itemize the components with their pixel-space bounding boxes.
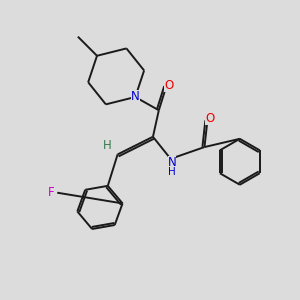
Text: N: N [168, 156, 176, 169]
Text: H: H [168, 167, 176, 177]
Text: N: N [131, 91, 140, 103]
Text: F: F [48, 186, 55, 199]
Text: H: H [103, 139, 112, 152]
Text: O: O [205, 112, 214, 125]
Text: O: O [164, 79, 173, 92]
